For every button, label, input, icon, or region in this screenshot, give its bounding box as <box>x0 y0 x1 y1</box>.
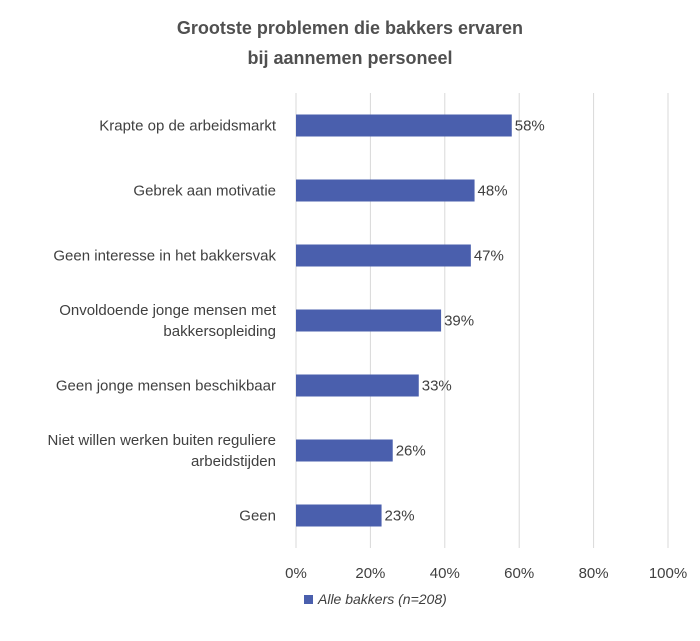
bar-0 <box>296 114 512 137</box>
data-label-1: 48% <box>478 183 508 200</box>
legend: Alle bakkers (n=208) <box>304 591 447 607</box>
gridlines <box>295 93 669 548</box>
category-label-3-line-0: Onvoldoende jonge mensen met <box>59 302 277 319</box>
legend-label: Alle bakkers (n=208) <box>317 591 447 607</box>
data-label-0: 58% <box>515 118 545 135</box>
bar-1 <box>296 179 475 202</box>
data-label-5: 26% <box>396 443 426 460</box>
category-label-5-line-0: Niet willen werken buiten reguliere <box>48 432 276 449</box>
category-label-5-line-1: arbeidstijden <box>191 453 276 470</box>
bar-2 <box>296 244 471 267</box>
x-tick-label-20: 20% <box>355 565 385 582</box>
x-tick-label-100: 100% <box>649 565 687 582</box>
bar-4 <box>296 374 419 397</box>
category-label-1: Gebrek aan motivatie <box>133 183 276 200</box>
bar-5 <box>296 439 393 462</box>
bar-6 <box>296 504 382 527</box>
chart-title-line-1: Grootste problemen die bakkers ervaren <box>177 18 523 38</box>
bar-series: 58% 48% 47% 39% 33% 26% 23% <box>296 114 545 527</box>
category-label-0: Krapte op de arbeidsmarkt <box>99 118 277 135</box>
x-axis-ticks: 0% 20% 40% 60% 80% 100% <box>285 565 687 582</box>
category-label-6: Geen <box>239 508 276 525</box>
data-label-6: 23% <box>385 508 415 525</box>
x-tick-label-0: 0% <box>285 565 307 582</box>
x-tick-label-40: 40% <box>430 565 460 582</box>
category-label-4: Geen jonge mensen beschikbaar <box>56 378 276 395</box>
bar-3 <box>296 309 442 332</box>
data-label-2: 47% <box>474 248 504 265</box>
category-labels: Krapte op de arbeidsmarkt Gebrek aan moti… <box>48 118 277 525</box>
category-label-3-line-1: bakkersopleiding <box>163 323 276 340</box>
data-label-4: 33% <box>422 378 452 395</box>
legend-swatch <box>304 595 313 604</box>
x-tick-label-80: 80% <box>579 565 609 582</box>
data-label-3: 39% <box>444 313 474 330</box>
x-tick-label-60: 60% <box>504 565 534 582</box>
chart-title-line-2: bij aannemen personeel <box>247 48 452 68</box>
category-label-2: Geen interesse in het bakkersvak <box>53 248 276 265</box>
